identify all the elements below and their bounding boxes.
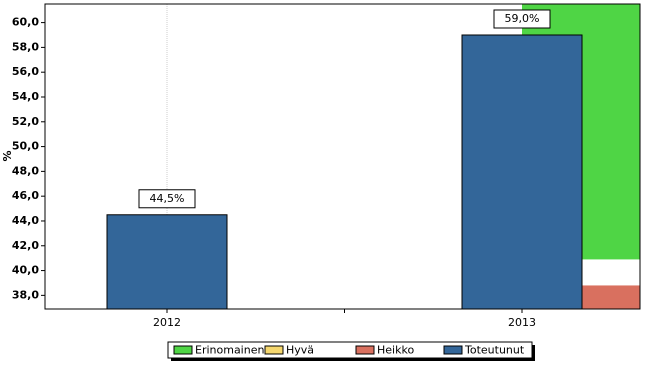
x-tick-label: 2012 xyxy=(153,316,181,329)
x-tick-label: 2013 xyxy=(508,316,536,329)
y-tick-label: 60,0 xyxy=(12,16,39,29)
plot-frame xyxy=(44,3,641,310)
legend-label: Hyvä xyxy=(286,344,314,357)
y-tick-label: 38,0 xyxy=(12,288,39,301)
y-tick-label: 54,0 xyxy=(12,90,39,103)
legend-label: Toteutunut xyxy=(464,344,525,357)
y-tick-label: 52,0 xyxy=(12,115,39,128)
y-tick-label: 58,0 xyxy=(12,40,39,53)
y-tick-label: 48,0 xyxy=(12,164,39,177)
value-label-box xyxy=(138,189,196,209)
legend-label: Heikko xyxy=(377,344,414,357)
y-tick-label: 44,0 xyxy=(12,214,39,227)
value-label-box xyxy=(493,9,551,29)
y-tick-label: 42,0 xyxy=(12,239,39,252)
legend-label: Erinomainen xyxy=(195,344,264,357)
y-tick-label: 40,0 xyxy=(12,264,39,277)
legend-swatch xyxy=(443,345,463,355)
legend xyxy=(167,341,533,359)
bar xyxy=(461,34,583,310)
value-label: 59,0% xyxy=(505,12,540,25)
y-tick-label: 56,0 xyxy=(12,65,39,78)
y-axis-label: % xyxy=(1,150,14,161)
legend-swatch xyxy=(173,345,193,355)
bar xyxy=(106,214,228,310)
value-label: 44,5% xyxy=(150,192,185,205)
legend-swatch xyxy=(264,345,284,355)
y-tick-label: 50,0 xyxy=(12,140,39,153)
y-tick-label: 46,0 xyxy=(12,189,39,202)
legend-swatch xyxy=(355,345,375,355)
